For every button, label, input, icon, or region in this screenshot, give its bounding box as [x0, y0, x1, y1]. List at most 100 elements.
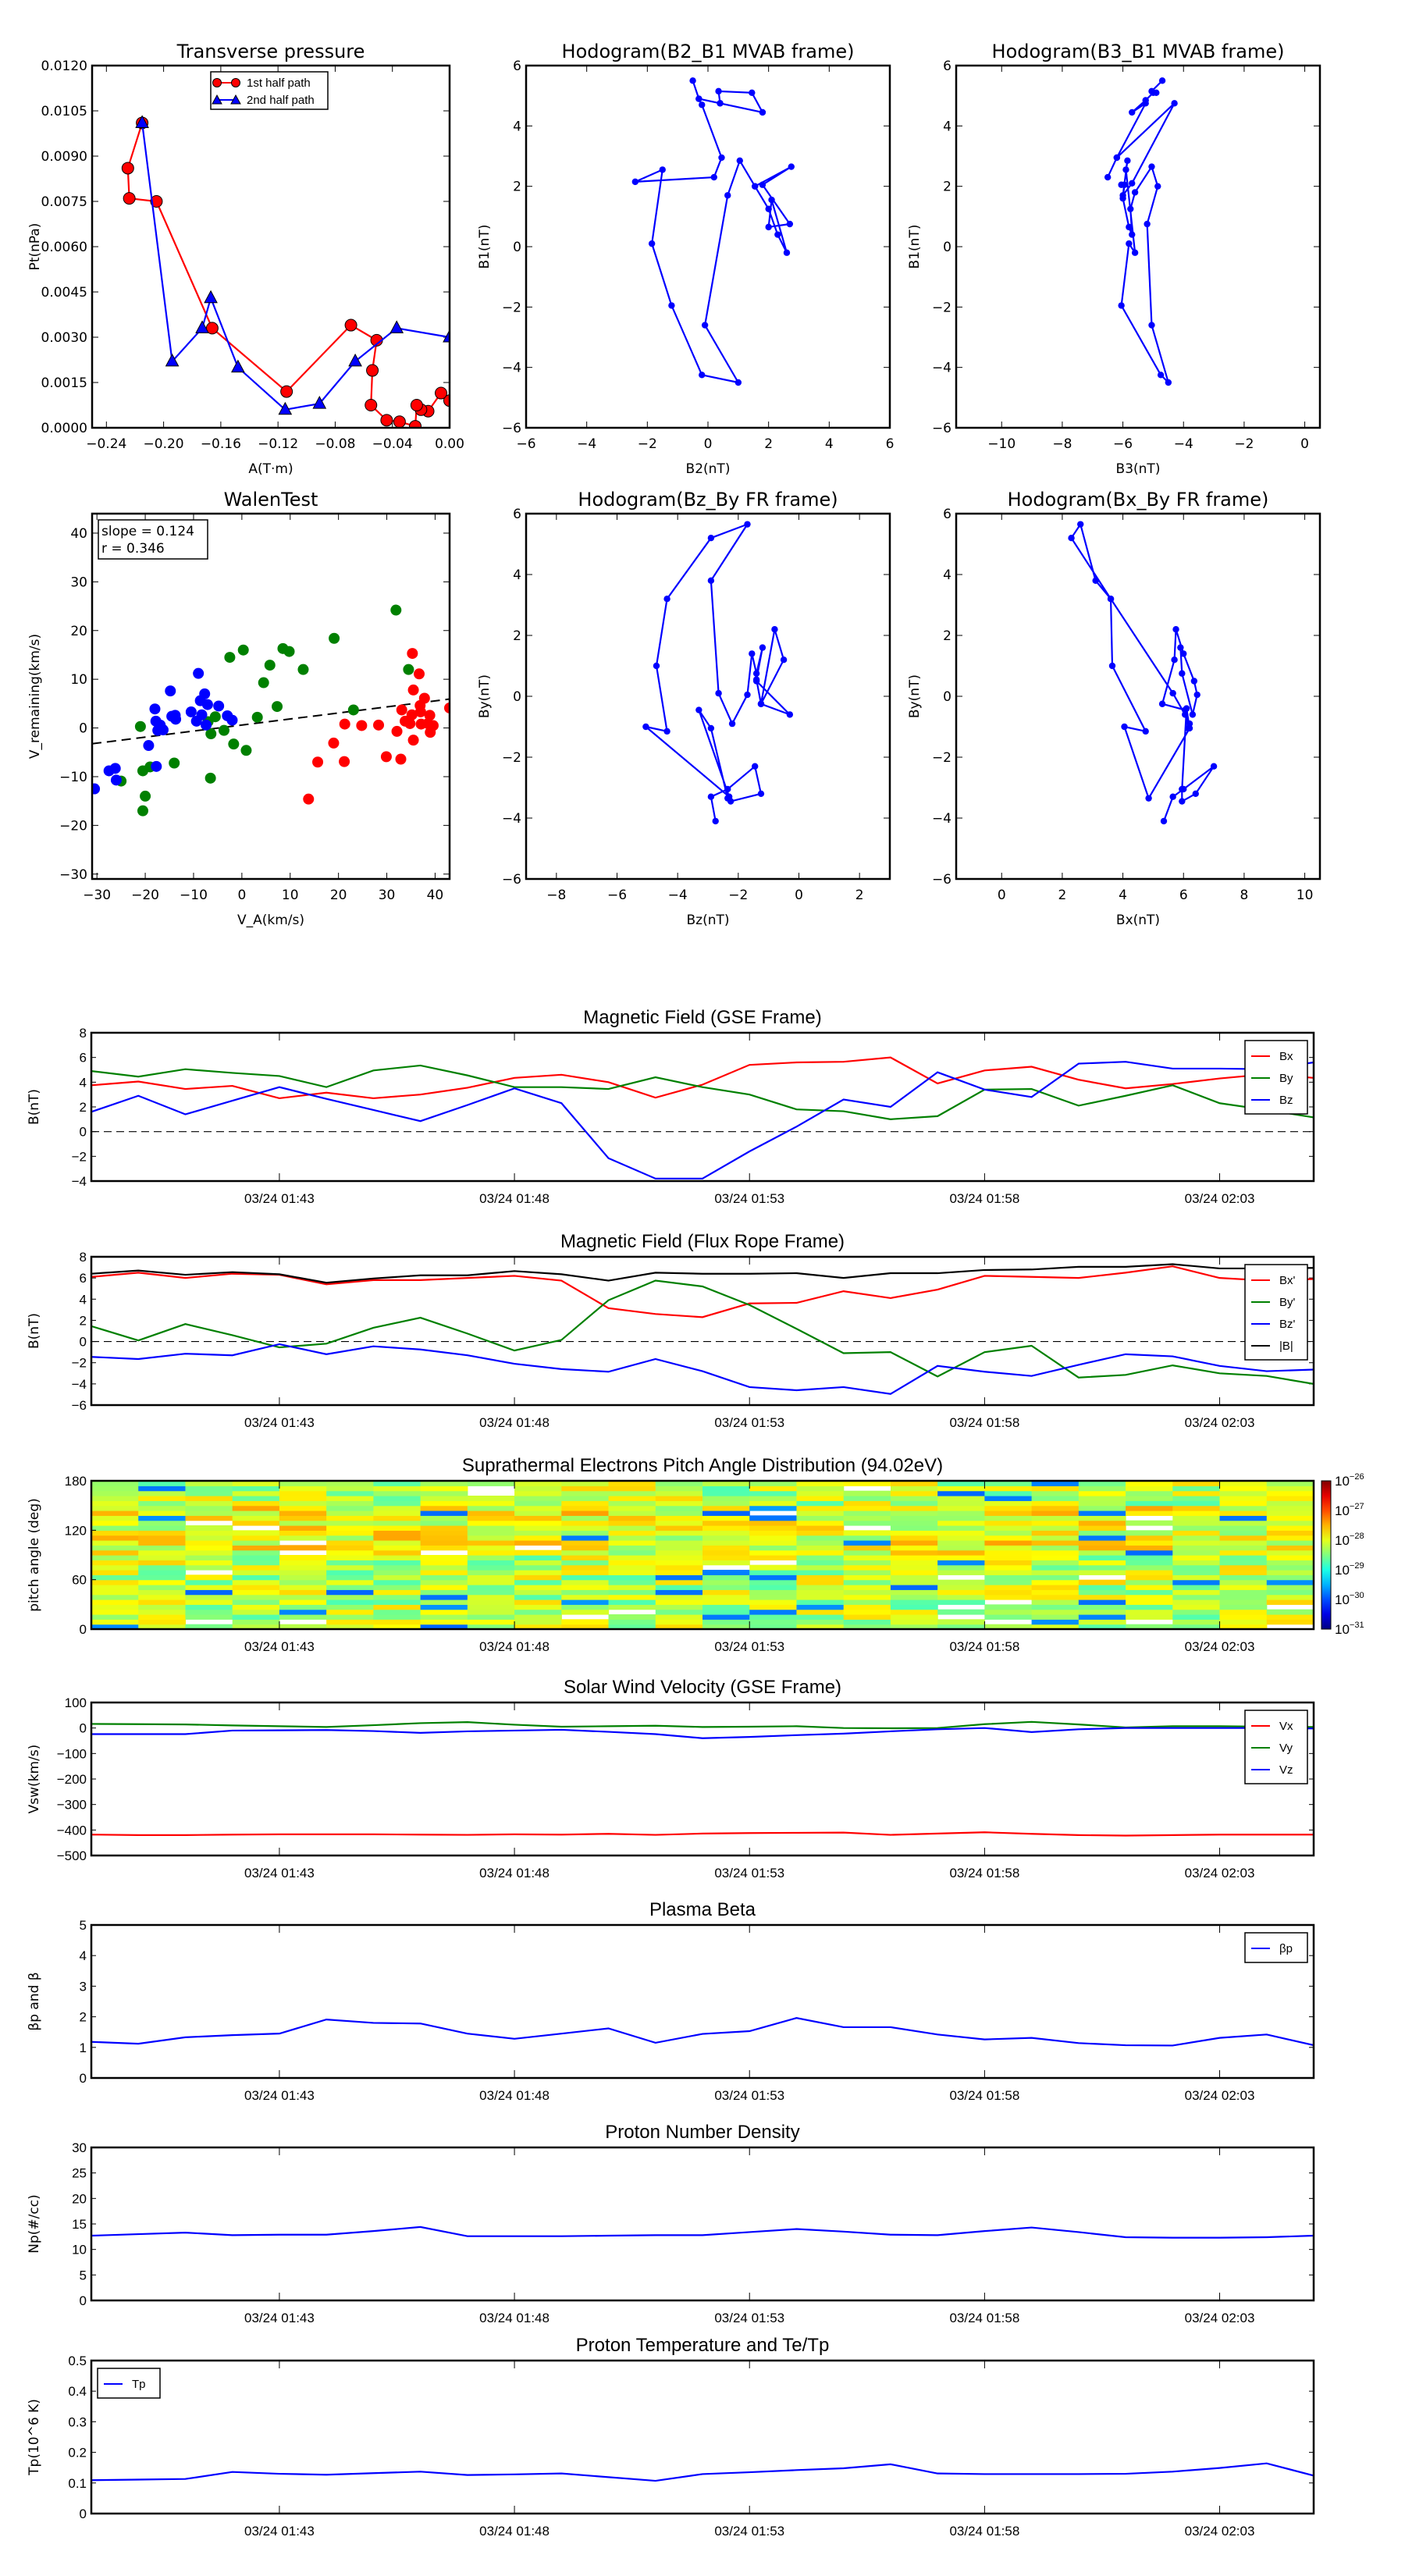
heatmap-cell [138, 1570, 187, 1575]
heatmap-cell [702, 1579, 750, 1585]
heatmap-cell [1078, 1515, 1126, 1521]
y-tick-label: −6 [932, 421, 951, 436]
heatmap-cell [232, 1609, 280, 1615]
hzy-title: Hodogram(Bz_By FR frame) [578, 489, 838, 511]
y-tick-label: −2 [72, 1356, 87, 1371]
hodogram-point [788, 163, 795, 170]
hodogram-point [724, 192, 731, 199]
heatmap-cell [1078, 1496, 1126, 1501]
heatmap-cell [1078, 1510, 1126, 1516]
heatmap-cell [796, 1574, 845, 1581]
heatmap-cell [561, 1520, 610, 1526]
scatter-point-y-component [137, 805, 148, 817]
hodogram-point [1127, 205, 1134, 212]
series-line-0 [126, 123, 450, 428]
hodogram-point [717, 100, 724, 107]
heatmap-cell [279, 1515, 327, 1521]
heatmap-cell [1266, 1609, 1314, 1615]
heatmap-cell [749, 1609, 798, 1615]
heatmap-cell [843, 1579, 891, 1585]
scatter-point-x-component [356, 720, 368, 731]
heatmap-cell [1219, 1609, 1268, 1615]
y-tick-label: 15 [72, 2217, 87, 2232]
x-tick-label: −20 [131, 888, 159, 903]
heatmap-cell [232, 1535, 280, 1541]
hodogram-point [751, 763, 759, 770]
heatmap-cell [937, 1515, 985, 1521]
heatmap-cell [1266, 1564, 1314, 1571]
heatmap-cell [843, 1481, 891, 1486]
heatmap-cell [890, 1550, 938, 1556]
heatmap-cell [467, 1500, 515, 1507]
heatmap-cell [1266, 1490, 1314, 1496]
heatmap-cell [373, 1496, 422, 1501]
heatmap-cell [937, 1490, 985, 1496]
scatter-point-y-component [140, 790, 151, 802]
time-tick-label: 03/24 01:58 [949, 1866, 1019, 1880]
heatmap-cell [1126, 1560, 1173, 1566]
heatmap-cell [1031, 1500, 1080, 1507]
heatmap-cell [749, 1485, 798, 1492]
scatter-point-y-component [329, 632, 340, 644]
y-tick-label: −6 [502, 421, 521, 436]
heatmap-cell [1266, 1545, 1314, 1551]
np-title: Proton Number Density [605, 2122, 799, 2143]
heatmap-cell [702, 1550, 750, 1556]
heatmap-cell [514, 1594, 562, 1600]
hodogram-point [1131, 189, 1139, 196]
heatmap-cell [1031, 1481, 1080, 1486]
heatmap-cell [1266, 1525, 1314, 1531]
data-point-triangle [204, 290, 218, 304]
scatter-point-y-component [237, 644, 249, 656]
heatmap-cell [232, 1574, 280, 1581]
heatmap-cell [984, 1614, 1033, 1620]
heatmap-cell [984, 1574, 1033, 1581]
y-tick-label: −300 [57, 1798, 87, 1813]
hodogram-point [1181, 711, 1189, 718]
heatmap-cell [1126, 1589, 1173, 1596]
hodogram-point [736, 157, 743, 164]
heatmap-cell [138, 1520, 187, 1526]
heatmap-cell [843, 1574, 891, 1581]
time-tick-label: 03/24 01:43 [244, 2524, 315, 2539]
heatmap-cell [279, 1614, 327, 1620]
heatmap-cell [1219, 1496, 1268, 1501]
heatmap-cell [937, 1530, 985, 1536]
heatmap-cell [91, 1490, 139, 1496]
heatmap-cell [561, 1510, 610, 1516]
colorbar-label: 10−28 [1335, 1532, 1364, 1548]
scatter-point-y-component [390, 604, 402, 616]
legend-box [1244, 1264, 1308, 1361]
heatmap-cell [984, 1589, 1033, 1596]
heatmap-cell [326, 1614, 374, 1620]
hodogram-line [635, 80, 792, 384]
time-tick-label: 03/24 01:43 [244, 1191, 315, 1206]
hodogram-point [765, 223, 772, 231]
heatmap-cell [138, 1510, 187, 1516]
hodogram-point [653, 662, 660, 670]
heatmap-cell [91, 1599, 139, 1605]
hodogram-point [1092, 577, 1099, 584]
heatmap-cell [1031, 1614, 1080, 1620]
y-tick-label: −4 [932, 811, 951, 827]
heatmap-cell [467, 1619, 515, 1625]
heatmap-cell [1031, 1525, 1080, 1531]
heatmap-cell [373, 1485, 422, 1492]
series-line-By' [91, 1279, 1314, 1385]
walen-plot-area [92, 604, 450, 817]
heatmap-cell [326, 1540, 374, 1546]
heatmap-cell [1078, 1624, 1126, 1630]
heatmap-cell [1266, 1619, 1314, 1625]
heatmap-cell [1219, 1574, 1268, 1581]
heatmap-cell [185, 1624, 233, 1630]
data-point-circle [123, 192, 136, 205]
heatmap-cell [890, 1609, 938, 1615]
heatmap-cell [655, 1564, 703, 1571]
heatmap-cell [1078, 1614, 1126, 1620]
heatmap-cell [749, 1555, 798, 1560]
heatmap-cell [279, 1609, 327, 1615]
x-tick-label: −0.12 [258, 436, 298, 452]
h21-plot-area [631, 77, 795, 386]
time-tick-label: 03/24 01:48 [479, 2524, 550, 2539]
data-point-triangle [443, 329, 450, 343]
